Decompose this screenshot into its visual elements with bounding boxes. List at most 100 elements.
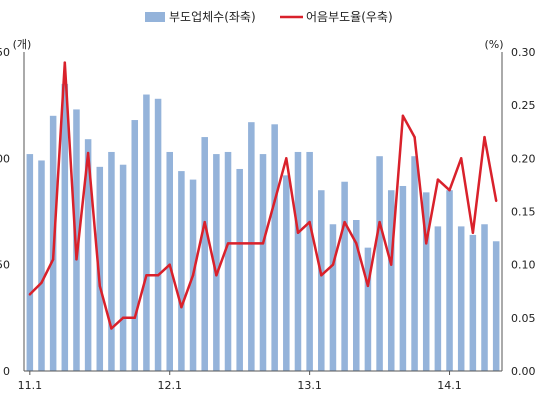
line-point [390,263,393,266]
bar [353,220,360,371]
bar [422,192,430,371]
line-point [215,274,218,277]
bar [154,98,162,371]
bar [178,171,185,371]
line-point [308,220,311,224]
line-point [180,306,183,309]
right-tick-label: 0.25 [511,99,536,112]
bar [364,247,372,371]
bar [481,224,488,371]
axes [23,52,503,375]
legend: 부도업체수(좌축) 어음부도율(우축) [145,10,393,24]
bar [224,151,232,371]
line-point [494,199,498,203]
line-point [121,316,125,320]
line-point [448,189,451,192]
line-point [285,157,288,160]
line-point [86,151,90,155]
line-point [413,135,416,139]
line-point [203,220,206,224]
left-tick-label: 150 [0,46,10,59]
bar [166,151,173,371]
x-tick-label: 12.1 [157,379,182,392]
bar [131,120,139,371]
bar [446,190,453,371]
x-tick-label: 13.1 [297,379,322,392]
bar [492,241,500,371]
bar [469,234,477,371]
x-tick-label: 14.1 [437,379,462,392]
right-tick-label: 0.00 [511,365,536,378]
bar [236,168,243,371]
line-point [98,284,101,288]
line-point [145,274,148,277]
right-tick-label: 0.10 [511,259,536,272]
line-point [75,258,78,261]
bar [61,83,69,372]
line-point [273,199,276,203]
line-point [51,258,55,261]
line-point [436,178,440,181]
line-point [331,263,335,266]
tick-labels: 0 50 100 150 0.00 0.05 0.10 0.15 0.20 0.25 0.30 11.… [0,46,536,392]
right-tick-label: 0.15 [511,206,536,219]
right-tick-label: 0.05 [511,312,536,325]
line-point [110,327,113,330]
bar-series [26,83,500,372]
line-point [250,242,253,245]
bar [201,137,208,371]
legend-bar-label: 부도업체수(좌축) [169,10,256,24]
line-point [40,281,43,284]
line-point [63,61,67,64]
bar [248,122,255,372]
line-point [343,220,346,224]
bar [213,154,220,371]
line-point [320,274,323,277]
line-point [238,242,241,245]
bar [341,181,348,371]
line-point [471,231,475,234]
right-tick-label: 0.20 [511,152,536,165]
bar [84,139,92,371]
line-point [226,242,230,245]
bar [96,166,104,371]
bar [457,226,465,371]
line-point [483,135,486,139]
bar [387,190,395,371]
bar [259,154,267,371]
bar [38,160,45,371]
line-point [133,316,136,320]
bar [434,226,442,371]
right-tick-label: 0.30 [511,46,536,59]
left-tick-label: 100 [0,152,10,165]
bar [26,154,34,371]
line-point [425,242,428,245]
line-point [355,242,358,245]
line-point [28,293,32,296]
legend-line-label: 어음부도율(우축) [306,10,393,24]
bar [294,151,302,371]
line-point [168,263,171,266]
line-point [378,220,381,224]
left-tick-label: 0 [3,365,10,378]
bar [271,124,278,371]
line-point [459,157,463,160]
bar [329,224,337,371]
x-tick-label: 11.1 [18,379,43,392]
left-tick-label: 50 [0,259,10,272]
line-point [366,284,370,288]
line-point [261,242,265,245]
bar [399,185,407,371]
bar [376,156,383,371]
line-point [156,274,160,277]
line-series [28,61,498,330]
left-axis-unit: (개) [13,38,32,51]
bar [318,190,325,371]
legend-bar-swatch [145,12,165,22]
line-point [191,274,195,277]
line-point [296,231,300,234]
bar [306,151,313,371]
bar [108,151,115,371]
bar [283,175,290,371]
